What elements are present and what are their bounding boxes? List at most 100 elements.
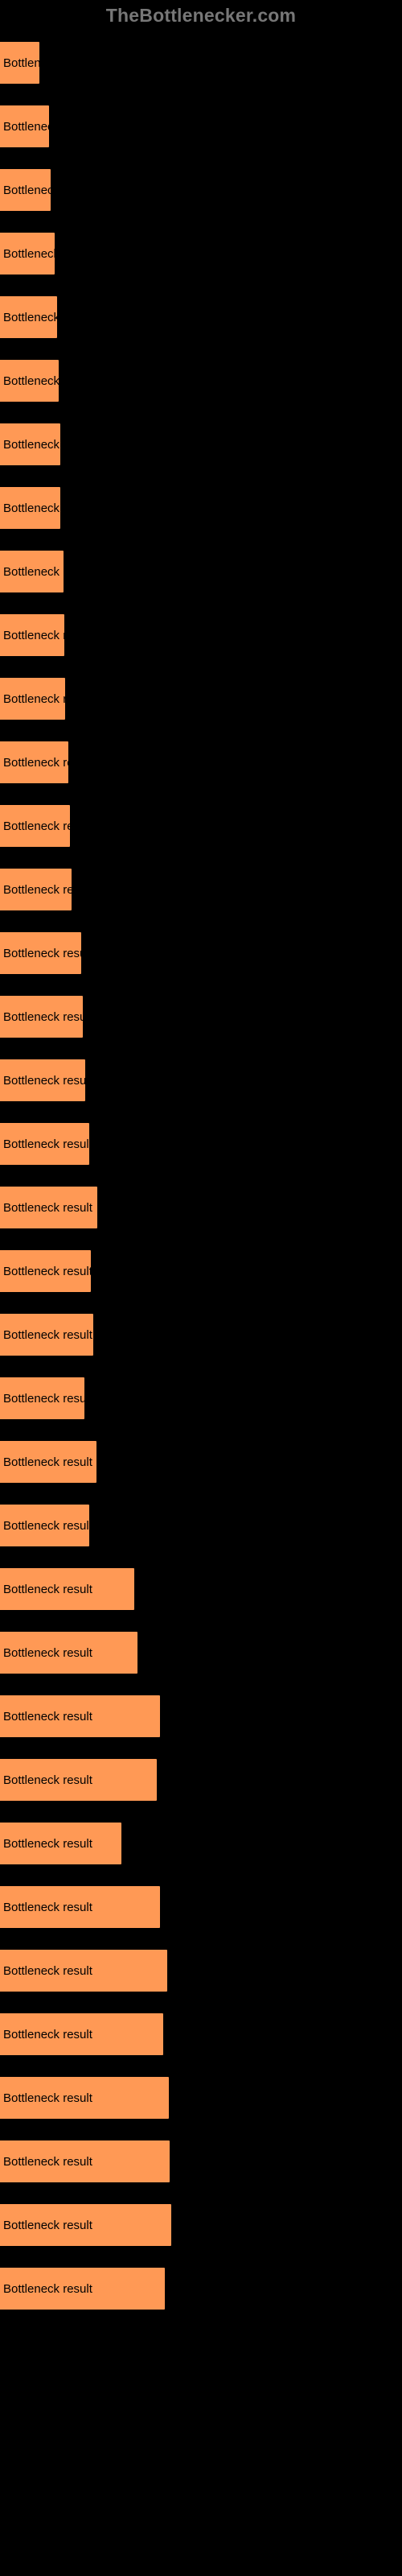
chart-row: Bottleneck result	[0, 1822, 402, 1865]
chart-bar: Bottleneck result	[0, 1567, 135, 1611]
chart-value-label: 52.7	[174, 2091, 198, 2105]
chart-row: Bottleneck result 52.7	[0, 2076, 402, 2120]
chart-bar-label: Bottleneck result	[3, 1455, 92, 1469]
chart-bar: Bottleneck result	[0, 550, 64, 593]
chart-value-label: 50	[166, 1710, 179, 1724]
chart-bar-label: Bottleneck result	[3, 629, 65, 642]
chart-bar-label: Bottleneck result	[3, 1901, 92, 1914]
chart-bar: Bottleneck result	[0, 677, 66, 720]
chart-bar-label: Bottleneck result	[3, 692, 66, 706]
chart-bar-label: Bottleneck result	[3, 1710, 92, 1724]
chart-bar: Bottleneck result	[0, 2076, 170, 2120]
chart-bar: Bottleneck result	[0, 1822, 122, 1865]
bottleneck-chart: Bottleneck resultBottleneck resultBottle…	[0, 41, 402, 2310]
chart-row: Bottleneck result 4	[0, 1567, 402, 1611]
chart-row: Bottleneck result	[0, 550, 402, 593]
chart-bar: Bottleneck result	[0, 232, 55, 275]
chart-bar: Bottleneck result	[0, 1377, 85, 1420]
chart-row: Bottleneck result	[0, 1186, 402, 1229]
chart-value-label: 52.	[173, 1964, 190, 1978]
chart-value-label: 4	[140, 1583, 146, 1596]
chart-bar-label: Bottleneck result	[3, 947, 82, 960]
chart-bar-label: Bottleneck result	[3, 1519, 90, 1533]
chart-row: Bottleneck result	[0, 232, 402, 275]
chart-row: Bottleneck result	[0, 168, 402, 212]
chart-row: Bottleneck result	[0, 1440, 402, 1484]
chart-bar: Bottleneck result	[0, 1695, 161, 1738]
chart-bar: Bottleneck result	[0, 2013, 164, 2056]
chart-row: Bottleneck result	[0, 105, 402, 148]
chart-bar: Bottleneck result	[0, 2140, 170, 2183]
chart-row: Bottleneck result50	[0, 1885, 402, 1929]
chart-bar-label: Bottleneck result	[3, 2282, 92, 2296]
chart-bar-label: Bottleneck result	[3, 247, 55, 261]
chart-bar-label: Bottleneck result	[3, 1265, 92, 1278]
chart-row: Bottleneck result	[0, 423, 402, 466]
chart-bar-label: Bottleneck result	[3, 1392, 85, 1406]
chart-bar: Bottleneck result	[0, 1885, 161, 1929]
chart-bar-label: Bottleneck result	[3, 2155, 92, 2169]
chart-value-label: 4	[143, 1646, 150, 1660]
chart-row: Bottleneck result	[0, 677, 402, 720]
chart-row: Bottleneck result 50	[0, 1695, 402, 1738]
chart-row: Bottleneck result 52.	[0, 1949, 402, 1992]
chart-bar: Bottleneck result	[0, 868, 72, 911]
chart-bar: Bottleneck result	[0, 41, 40, 85]
chart-bar: Bottleneck result	[0, 1504, 90, 1547]
chart-value-label: 51.	[169, 2028, 186, 2041]
chart-bar-label: Bottleneck result	[3, 438, 61, 452]
chart-bar-label: Bottleneck result	[3, 2219, 92, 2232]
chart-row: Bottleneck result	[0, 741, 402, 784]
chart-bar-label: Bottleneck result	[3, 756, 69, 770]
chart-row: Bottleneck result	[0, 359, 402, 402]
chart-bar-label: Bottleneck result	[3, 565, 64, 579]
chart-bar-label: Bottleneck result	[3, 374, 59, 388]
chart-bar-label: Bottleneck result	[3, 1010, 84, 1024]
chart-value-label: 51.	[170, 2282, 187, 2296]
chart-bar-label: Bottleneck result	[3, 1837, 92, 1851]
chart-bar: Bottleneck result	[0, 1122, 90, 1166]
chart-bar-label: Bottleneck result	[3, 1137, 90, 1151]
chart-bar-label: Bottleneck result	[3, 2091, 92, 2105]
chart-bar: Bottleneck result	[0, 105, 50, 148]
chart-bar-label: Bottleneck result	[3, 2028, 92, 2041]
chart-row: Bottleneck result	[0, 295, 402, 339]
chart-row: Bottleneck result	[0, 868, 402, 911]
chart-row: Bottleneck result 4	[0, 1631, 402, 1674]
chart-bar-label: Bottleneck result	[3, 56, 40, 70]
chart-bar: Bottleneck result	[0, 1440, 97, 1484]
chart-bar-label: Bottleneck result	[3, 1074, 86, 1088]
chart-bar-label: Bottleneck result	[3, 311, 58, 324]
chart-bar: Bottleneck result	[0, 741, 69, 784]
chart-value-label: 53%	[175, 2155, 199, 2169]
chart-bar: Bottleneck result	[0, 1059, 86, 1102]
chart-bar: Bottleneck result	[0, 1249, 92, 1293]
chart-row: Bottleneck result	[0, 1377, 402, 1420]
chart-row: Bottleneck result 51.	[0, 2013, 402, 2056]
chart-row: Bottleneck result 53%	[0, 2140, 402, 2183]
chart-bar: Bottleneck result	[0, 1949, 168, 1992]
chart-bar: Bottleneck result	[0, 359, 59, 402]
chart-bar-label: Bottleneck result	[3, 1964, 92, 1978]
chart-row: Bottleneck result49	[0, 1758, 402, 1802]
chart-bar-label: Bottleneck result	[3, 1583, 92, 1596]
chart-row: Bottleneck result	[0, 995, 402, 1038]
chart-value-label: 49	[162, 1773, 176, 1787]
page-title: TheBottlenecker.com	[0, 5, 402, 27]
chart-row: Bottleneck result	[0, 1504, 402, 1547]
chart-bar-label: Bottleneck result	[3, 1201, 92, 1215]
chart-row: Bottleneck result	[0, 1249, 402, 1293]
chart-row: Bottleneck result	[0, 41, 402, 85]
chart-bar-label: Bottleneck result	[3, 120, 50, 134]
chart-row: Bottleneck result	[0, 486, 402, 530]
chart-bar-label: Bottleneck result	[3, 883, 72, 897]
chart-bar: Bottleneck result	[0, 423, 61, 466]
chart-row: Bottleneck result53.6	[0, 2203, 402, 2247]
chart-row: Bottleneck result	[0, 1122, 402, 1166]
chart-bar: Bottleneck result	[0, 295, 58, 339]
chart-bar: Bottleneck result	[0, 1313, 94, 1356]
chart-bar: Bottleneck result	[0, 1631, 138, 1674]
chart-row: Bottleneck result	[0, 804, 402, 848]
chart-bar-label: Bottleneck result	[3, 184, 51, 197]
chart-bar: Bottleneck result	[0, 486, 61, 530]
